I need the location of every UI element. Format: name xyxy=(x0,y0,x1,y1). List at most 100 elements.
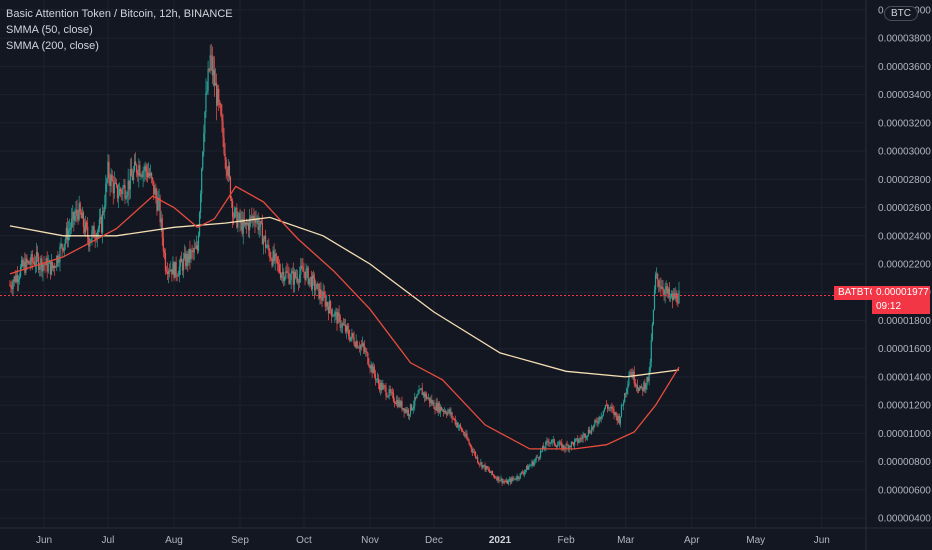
candle-body xyxy=(592,427,594,429)
candle-body xyxy=(222,121,224,138)
candle-body xyxy=(513,478,515,480)
candle-body xyxy=(68,229,71,231)
candle-body xyxy=(267,245,269,248)
indicator-smma-50[interactable]: SMMA (50, close) xyxy=(6,24,93,36)
candle-body xyxy=(353,337,355,344)
candle-body xyxy=(333,315,335,317)
candle-body xyxy=(602,410,604,416)
candle-body xyxy=(54,265,56,268)
candle-body xyxy=(601,415,603,417)
candle-body xyxy=(128,180,130,190)
candle-body xyxy=(449,409,451,415)
candle-body xyxy=(226,170,228,176)
candle-body xyxy=(287,272,289,274)
candle-body xyxy=(283,272,285,282)
price-axis[interactable]: 0.000040000.000038000.000036000.00003400… xyxy=(878,5,931,524)
candle-body xyxy=(372,366,374,374)
candle-body xyxy=(88,237,90,247)
candle-body xyxy=(168,270,170,275)
candle-body xyxy=(344,324,347,332)
candle-body xyxy=(293,272,295,285)
candle-body xyxy=(111,174,113,181)
candle-body xyxy=(522,473,525,475)
candle-body xyxy=(423,392,425,397)
candle-body xyxy=(566,444,568,446)
indicator-smma-200[interactable]: SMMA (200, close) xyxy=(6,40,99,52)
symbol-label: BATBTC xyxy=(834,286,881,300)
candle-body xyxy=(352,333,354,338)
candle-body xyxy=(521,472,523,474)
candle-body xyxy=(133,161,136,171)
candle-body xyxy=(114,182,116,184)
candle-body xyxy=(388,389,390,396)
candle-body xyxy=(247,223,250,231)
time-tick-label: Feb xyxy=(557,535,575,546)
candle-body xyxy=(390,391,392,393)
candle-body xyxy=(415,396,417,398)
candle-body xyxy=(563,445,565,449)
candle-body xyxy=(229,177,232,199)
candle-body xyxy=(94,238,96,239)
candle-body xyxy=(278,264,281,272)
candle-body xyxy=(329,301,332,310)
price-tick-label: 0.00003200 xyxy=(878,118,931,129)
candle-body xyxy=(9,285,11,286)
price-tick-label: 0.00001800 xyxy=(878,316,931,327)
candle-body xyxy=(22,260,24,267)
candle-body xyxy=(511,477,513,483)
candle-body xyxy=(600,416,602,420)
candle-body xyxy=(481,462,483,468)
candle-body xyxy=(658,280,660,287)
candle-body xyxy=(410,404,413,410)
candle-body xyxy=(586,435,588,438)
candles xyxy=(9,43,680,486)
candle-body xyxy=(119,188,121,196)
candle-body xyxy=(326,302,329,307)
candle-body xyxy=(451,412,453,418)
candle-body xyxy=(310,276,313,290)
candle-body xyxy=(294,272,297,278)
candle-body xyxy=(569,445,571,447)
candle-body xyxy=(15,274,17,282)
candle-body xyxy=(636,385,639,389)
candle-body xyxy=(194,248,196,249)
candle-body xyxy=(649,362,651,372)
candle-body xyxy=(208,69,210,71)
candle-body xyxy=(489,471,492,474)
time-tick-label: Oct xyxy=(296,535,312,546)
candle-body xyxy=(74,216,76,221)
candle-body xyxy=(292,271,294,285)
candle-body xyxy=(445,410,447,414)
candle-body xyxy=(213,69,216,86)
candle-body xyxy=(365,351,367,353)
candle-body xyxy=(351,333,353,337)
candle-body xyxy=(675,293,677,299)
candle-body xyxy=(46,258,48,272)
time-axis[interactable]: Jun Jul Aug Sep Oct Nov Dec 2021 Feb Mar Apr May Jun xyxy=(36,535,830,546)
candle-body xyxy=(73,211,75,221)
candle-body xyxy=(503,481,505,482)
candle-body xyxy=(41,258,43,272)
candle-body xyxy=(651,324,653,341)
candle-body xyxy=(258,226,260,230)
candle-body xyxy=(13,276,15,283)
candle-body xyxy=(499,480,501,482)
candle-body xyxy=(171,269,173,275)
currency-unit-badge[interactable]: BTC xyxy=(884,6,918,21)
candle-body xyxy=(479,463,481,465)
candle-body xyxy=(443,410,446,412)
candle-body xyxy=(16,274,18,283)
candle-body xyxy=(594,420,596,425)
chart-title[interactable]: Basic Attention Token / Bitcoin, 12h, BI… xyxy=(6,8,233,20)
candle-body xyxy=(220,104,222,116)
candle-body xyxy=(35,252,38,264)
candle-body xyxy=(193,248,195,253)
candle-body xyxy=(162,237,164,252)
candle-body xyxy=(589,432,592,434)
candle-body xyxy=(121,191,123,194)
candle-body xyxy=(523,471,526,474)
candle-body xyxy=(165,271,168,272)
candle-body xyxy=(80,212,82,219)
